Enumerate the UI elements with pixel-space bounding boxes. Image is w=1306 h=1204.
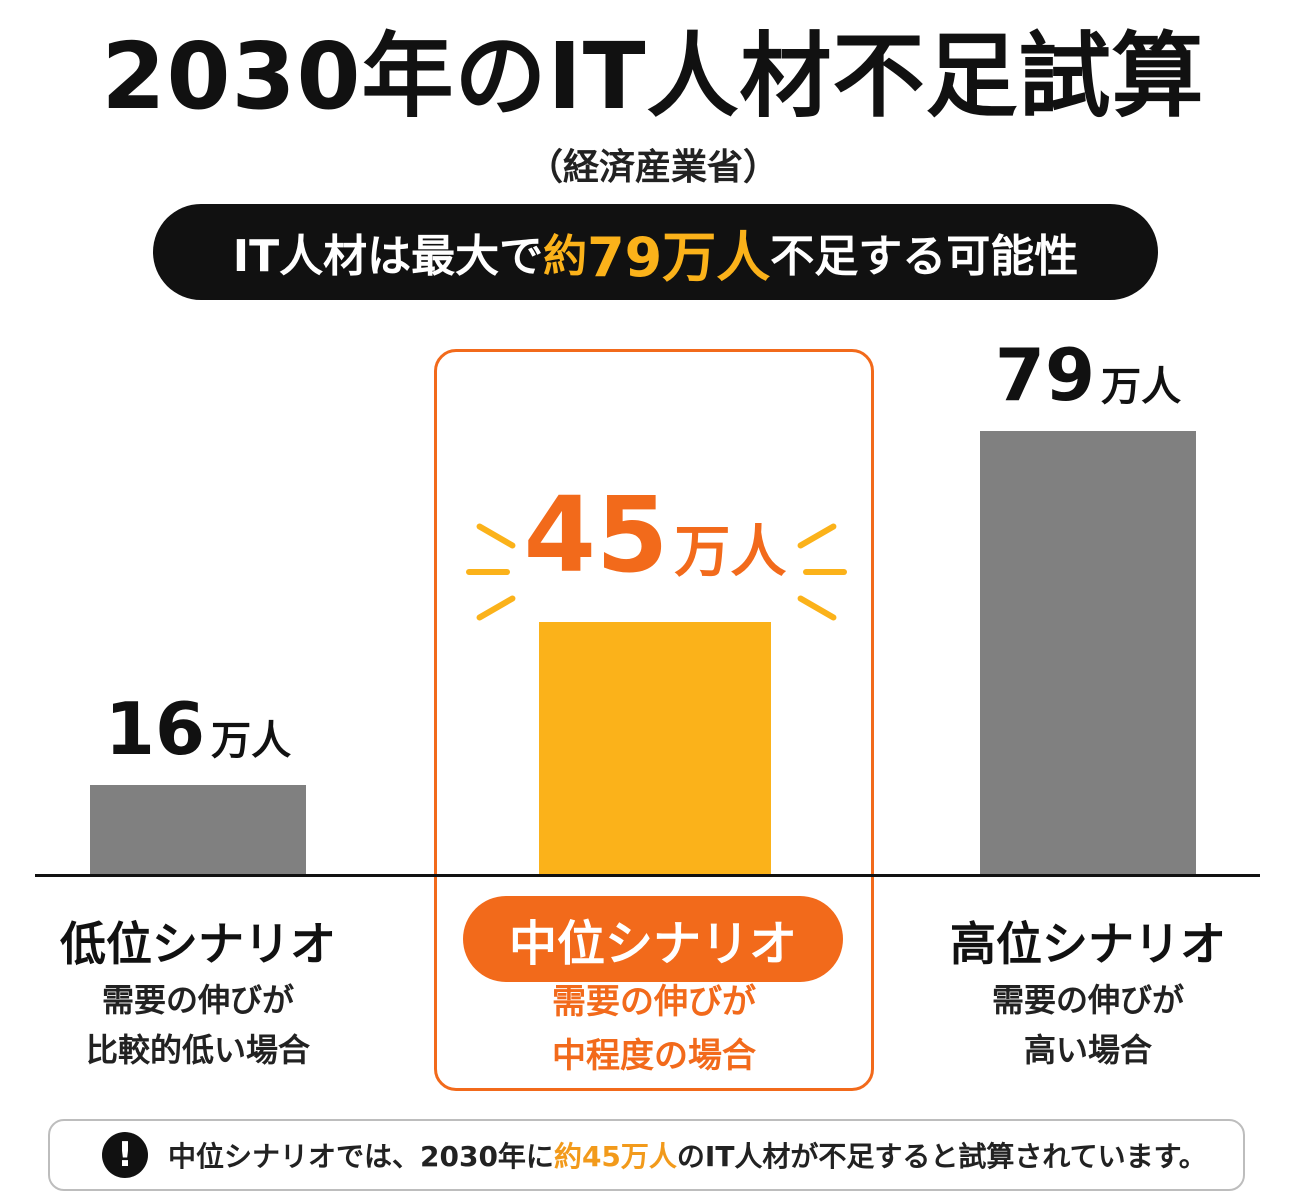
description-low: 需要の伸びが 比較的低い場合	[40, 975, 356, 1075]
description-high: 需要の伸びが 高い場合	[930, 975, 1246, 1075]
description-high-line1: 需要の伸びが	[991, 981, 1184, 1019]
value-unit-mid: 万人	[674, 520, 787, 585]
value-label-mid: 45 万人	[455, 474, 855, 596]
category-label-high: 高位シナリオ	[950, 917, 1226, 971]
bar-low-scenario	[90, 785, 306, 875]
mid-scenario-highlight-frame	[434, 349, 874, 1091]
footnote-text: 中位シナリオでは、2030年に約45万人のIT人材が不足すると試算されています。	[168, 1135, 1207, 1175]
category-label-mid: 中位シナリオ	[463, 896, 843, 982]
value-label-low: 16 万人	[0, 687, 398, 773]
footnote-post: のIT人材が不足すると試算されています。	[676, 1140, 1207, 1173]
footnote-box: ! 中位シナリオでは、2030年に約45万人のIT人材が不足すると試算されていま…	[48, 1119, 1245, 1191]
value-number-mid: 45	[523, 474, 669, 596]
description-low-line2: 比較的低い場合	[85, 1031, 310, 1069]
value-unit-low: 万人	[211, 718, 292, 764]
description-low-line1: 需要の伸びが	[101, 981, 294, 1019]
value-number-high: 79	[994, 333, 1096, 417]
value-label-high: 79 万人	[888, 333, 1288, 419]
description-mid-line1: 需要の伸びが	[552, 982, 756, 1022]
footnote-highlight: 約45万人	[553, 1140, 677, 1173]
emphasis-ray-left-mid	[466, 569, 510, 575]
x-axis-baseline	[35, 874, 1260, 877]
description-mid-line2: 中程度の場合	[552, 1036, 756, 1076]
emphasis-ray-right-mid	[803, 569, 847, 575]
source-label: （経済産業省）	[526, 147, 779, 188]
exclamation-icon: !	[102, 1132, 148, 1178]
bar-high-scenario	[980, 431, 1196, 875]
value-unit-high: 万人	[1101, 364, 1182, 410]
category-label-low: 低位シナリオ	[60, 917, 336, 971]
footnote-pre: 中位シナリオでは、2030年に	[168, 1140, 554, 1173]
headline-highlight-prefix: 約	[543, 231, 588, 282]
description-mid: 需要の伸びが 中程度の場合	[434, 975, 874, 1083]
headline-post: 不足する可能性	[770, 231, 1079, 282]
description-high-line2: 高い場合	[1023, 1031, 1152, 1069]
chart-title: 2030年のIT人材不足試算	[101, 23, 1205, 130]
headline-highlight-value: 79万人	[587, 225, 771, 289]
headline-banner: IT人材は最大で約 79万人 不足する可能性	[153, 204, 1158, 300]
bar-mid-scenario	[539, 622, 771, 875]
value-number-low: 16	[104, 687, 206, 771]
headline-pre: IT人材は最大で	[232, 231, 544, 282]
